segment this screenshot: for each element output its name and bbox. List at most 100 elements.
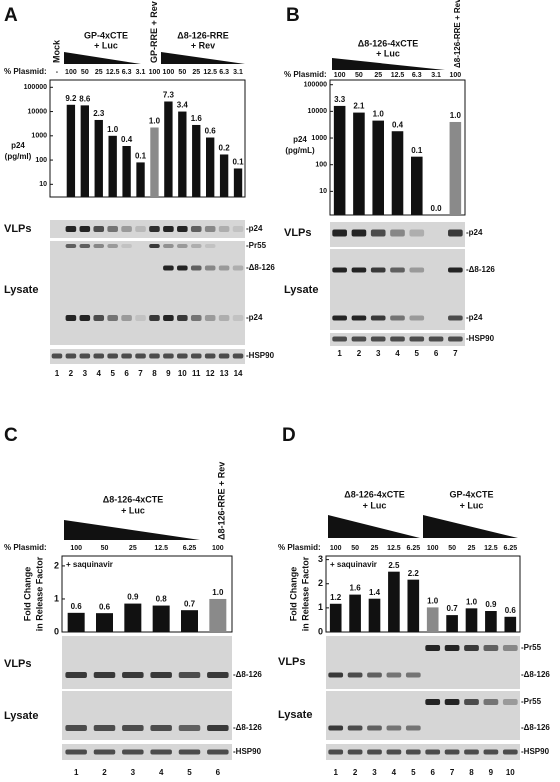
- bar: [388, 571, 400, 632]
- blot-band: [190, 244, 202, 248]
- blot-band: [448, 315, 463, 321]
- blot-band: [328, 725, 344, 731]
- percent-label: % Plasmid:: [278, 543, 321, 552]
- blot-band: [51, 353, 63, 359]
- percent-value: 25: [129, 545, 137, 552]
- group-header: Δ8-126-RRE + Rev: [216, 462, 226, 540]
- blot-band: [163, 353, 174, 359]
- blot-band: [232, 353, 244, 359]
- blot-band: [207, 725, 229, 731]
- panel-letter: B: [286, 5, 300, 26]
- blot-band: [386, 672, 402, 678]
- group-header: Δ8-126-4xCTE: [344, 489, 405, 499]
- blot-band: [204, 353, 216, 359]
- blot-band: [79, 315, 91, 321]
- percent-label: % Plasmid:: [284, 70, 327, 79]
- blot-band: [428, 336, 444, 342]
- percent-value: 100: [450, 72, 462, 79]
- bar-label: 0.1: [232, 158, 244, 167]
- lane-number: 8: [152, 369, 157, 378]
- bar: [164, 101, 173, 197]
- lane-number: 4: [392, 768, 397, 777]
- bar-label: 1.0: [212, 588, 224, 597]
- lane-number: 5: [411, 768, 416, 777]
- blot-strip: [62, 691, 232, 740]
- percent-value: 6.25: [183, 545, 197, 552]
- lane-number: 1: [333, 768, 338, 777]
- blot-band: [390, 315, 405, 321]
- blot-strip: [326, 636, 520, 689]
- bar: [209, 598, 227, 632]
- blot-band: [218, 226, 230, 232]
- bar: [94, 119, 103, 197]
- blot-band: [178, 672, 201, 678]
- blot-band: [135, 226, 146, 232]
- concentration-wedge: [64, 520, 200, 540]
- y-axis-label: p24: [11, 141, 25, 150]
- bar-label: 2.1: [353, 102, 365, 111]
- blot-band: [502, 645, 518, 651]
- bar: [152, 605, 170, 632]
- percent-value: 6.3: [412, 72, 422, 79]
- band-label: -Pr55: [246, 241, 267, 250]
- blot-band: [448, 336, 463, 342]
- blot-band: [150, 672, 172, 678]
- blot-band: [367, 725, 382, 731]
- bar: [67, 612, 85, 632]
- blot-label: VLPs: [278, 656, 306, 668]
- y-tick-label: 10000: [308, 108, 328, 115]
- blot-band: [190, 315, 202, 321]
- blot-band: [464, 749, 479, 755]
- bar-label: 1.0: [427, 596, 439, 605]
- blot-band: [464, 645, 479, 651]
- blot-band: [332, 229, 347, 237]
- band-label: -Δ8-126: [466, 265, 495, 274]
- bar-label: 0.4: [121, 135, 133, 144]
- percent-value: -: [56, 69, 59, 76]
- blot-band: [93, 353, 105, 359]
- lane-number: 10: [506, 768, 515, 777]
- blot-band: [386, 749, 402, 755]
- bar: [329, 603, 342, 632]
- blot-band: [232, 315, 244, 321]
- blot-strip: [326, 744, 520, 760]
- percent-value: 25: [374, 72, 382, 79]
- percent-value: 50: [81, 69, 89, 76]
- bar: [66, 104, 76, 197]
- blot-band: [190, 226, 202, 232]
- blot-band: [347, 725, 363, 731]
- concentration-wedge: [328, 515, 420, 538]
- blot-band: [425, 645, 441, 651]
- percent-value: 3.1: [233, 69, 243, 76]
- band-label: -HSP90: [466, 334, 495, 343]
- lane-number: 5: [110, 369, 115, 378]
- bar-label: 2.3: [93, 109, 105, 118]
- percent-value: 25: [192, 69, 200, 76]
- y-axis-label: p24: [293, 135, 307, 144]
- concentration-wedge: [332, 58, 445, 70]
- y-tick-label: 100: [315, 162, 327, 169]
- percent-value: 100: [212, 545, 224, 552]
- bar-label: 0.9: [485, 600, 497, 609]
- bar: [108, 135, 117, 197]
- blot-band: [204, 244, 216, 248]
- bar-label: 1.6: [350, 584, 362, 593]
- blot-band: [121, 226, 132, 232]
- blot-band: [65, 672, 87, 678]
- blot-band: [370, 336, 386, 342]
- blot-band: [177, 315, 188, 321]
- blot-band: [332, 315, 347, 321]
- blot-band: [483, 749, 499, 755]
- bar: [446, 615, 458, 632]
- blot-band: [204, 315, 216, 321]
- blot-label: Lysate: [278, 709, 312, 721]
- blot-band: [425, 699, 441, 705]
- percent-value: 12.5: [106, 69, 120, 76]
- bar: [368, 598, 381, 632]
- annotation: + saquinavir: [66, 560, 113, 569]
- blot-band: [405, 672, 421, 678]
- blot-band: [149, 315, 160, 321]
- y-axis-label: (pg/ml): [5, 152, 32, 161]
- bar: [504, 616, 517, 632]
- blot-strip: [50, 220, 245, 238]
